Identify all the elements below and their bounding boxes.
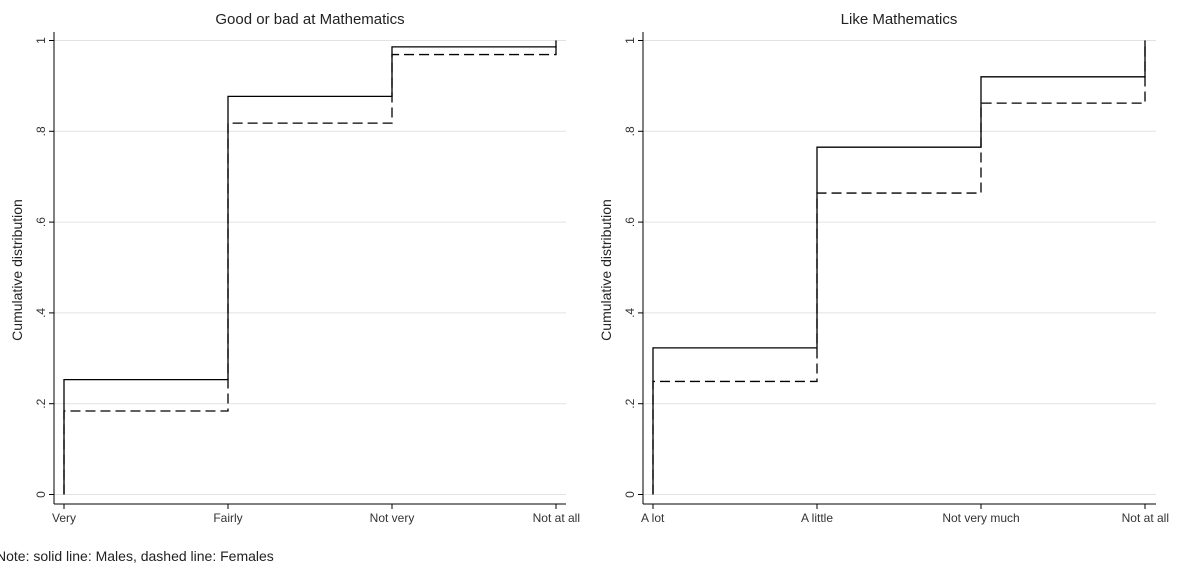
y-tick-label: .4 (34, 308, 48, 318)
y-tick-label: 0 (623, 491, 637, 498)
panel-title: Like Mathematics (841, 11, 958, 28)
figure-note: Note: solid line: Males, dashed line: Fe… (0, 548, 274, 564)
y-axis-label: Cumulative distribution (598, 199, 614, 341)
series-line-males (63, 40, 557, 495)
y-tick-label: .6 (34, 217, 48, 227)
x-tick-label: A little (801, 511, 833, 525)
x-tick-label: Fairly (213, 511, 242, 525)
y-tick-label: .2 (623, 398, 637, 408)
x-tick-label: Very (52, 511, 76, 525)
x-tick-label: A lot (641, 511, 665, 525)
series-line-females (63, 40, 557, 495)
x-tick-label: Not very (370, 511, 415, 525)
series-line-females (652, 40, 1146, 495)
y-tick-label: 0 (34, 491, 48, 498)
y-tick-label: .8 (34, 126, 48, 136)
y-tick-label: .6 (623, 217, 637, 227)
y-tick-label: .8 (623, 126, 637, 136)
x-tick-label: Not very much (942, 511, 1019, 525)
y-axis-label: Cumulative distribution (9, 199, 25, 341)
y-tick-label: .4 (623, 308, 637, 318)
x-tick-label: Not at all (533, 511, 580, 525)
x-tick-label: Not at all (1122, 511, 1169, 525)
series-line-males (652, 40, 1146, 495)
y-tick-label: .2 (34, 398, 48, 408)
y-tick-label: 1 (623, 37, 637, 44)
y-tick-label: 1 (34, 37, 48, 44)
panel-title: Good or bad at Mathematics (215, 11, 404, 28)
